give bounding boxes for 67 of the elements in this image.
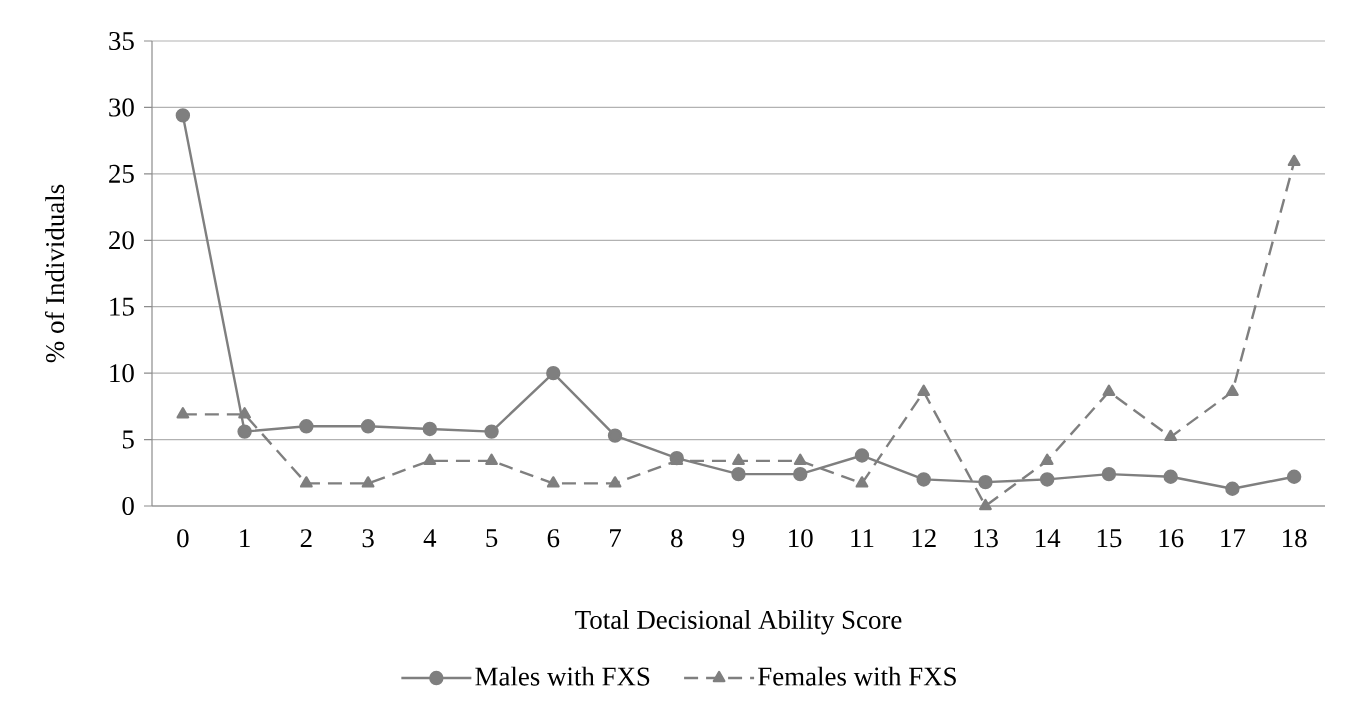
y-tick-label: 20 — [109, 231, 134, 250]
point — [793, 466, 808, 482]
point — [731, 466, 746, 482]
point — [484, 424, 499, 439]
point — [360, 419, 376, 434]
x-tick-label: 3 — [362, 529, 374, 548]
point — [979, 498, 992, 511]
point — [608, 476, 622, 488]
point — [1163, 469, 1178, 484]
point — [546, 365, 561, 381]
y-tick-label: 10 — [110, 364, 134, 383]
y-axis-title: % of Individuals — [45, 184, 65, 363]
point — [1225, 481, 1240, 496]
point — [175, 108, 191, 123]
point — [1287, 154, 1301, 167]
point — [361, 476, 375, 488]
point — [422, 421, 438, 437]
point — [299, 476, 313, 488]
x-tick-label: 15 — [1097, 529, 1122, 548]
point — [299, 419, 314, 434]
x-tick-label: 16 — [1159, 529, 1184, 548]
y-tick-label: 0 — [122, 496, 134, 516]
point — [732, 453, 745, 466]
point — [1164, 429, 1178, 442]
point — [485, 453, 498, 466]
x-tick-label: 8 — [671, 529, 683, 548]
y-tick-label: 5 — [122, 430, 134, 449]
x-tick-label: 10 — [789, 529, 813, 548]
x-tick-label: 9 — [732, 529, 745, 548]
x-tick-label: 7 — [610, 529, 621, 547]
point — [1286, 469, 1302, 484]
point — [978, 474, 993, 490]
point — [1226, 384, 1239, 396]
point — [917, 384, 931, 396]
x-tick-label: 1 — [240, 529, 250, 547]
point — [176, 407, 190, 419]
point — [1039, 472, 1055, 487]
legend-label: Females with FXS — [758, 666, 956, 686]
x-tick-label: 18 — [1283, 529, 1307, 548]
x-tick-label: 13 — [974, 529, 998, 548]
x-tick-label: 0 — [177, 529, 189, 548]
x-tick-label: 2 — [300, 529, 312, 547]
x-tick-label: 4 — [423, 529, 437, 547]
x-tick-label: 5 — [486, 529, 498, 548]
legend-label: Males with FXS — [475, 666, 650, 686]
point — [793, 453, 807, 466]
x-axis-title: Total Decisional Ability Score — [575, 610, 902, 635]
point — [237, 424, 252, 439]
point — [1040, 453, 1054, 466]
point — [1102, 384, 1116, 396]
x-tick-label: 12 — [912, 529, 936, 547]
point — [854, 448, 870, 463]
y-tick-label: 35 — [109, 31, 134, 51]
point — [1101, 466, 1117, 482]
x-tick-label: 11 — [851, 529, 874, 547]
y-tick-label: 30 — [109, 98, 134, 117]
x-tick-label: 17 — [1221, 529, 1246, 547]
point — [546, 476, 560, 488]
x-tick-label: 14 — [1036, 529, 1061, 547]
point — [423, 453, 437, 466]
point — [916, 472, 931, 487]
y-tick-label: 15 — [110, 297, 134, 316]
point — [855, 476, 869, 488]
x-tick-label: 6 — [547, 529, 560, 548]
point — [607, 428, 623, 443]
point — [238, 407, 251, 419]
y-tick-label: 25 — [109, 164, 134, 183]
